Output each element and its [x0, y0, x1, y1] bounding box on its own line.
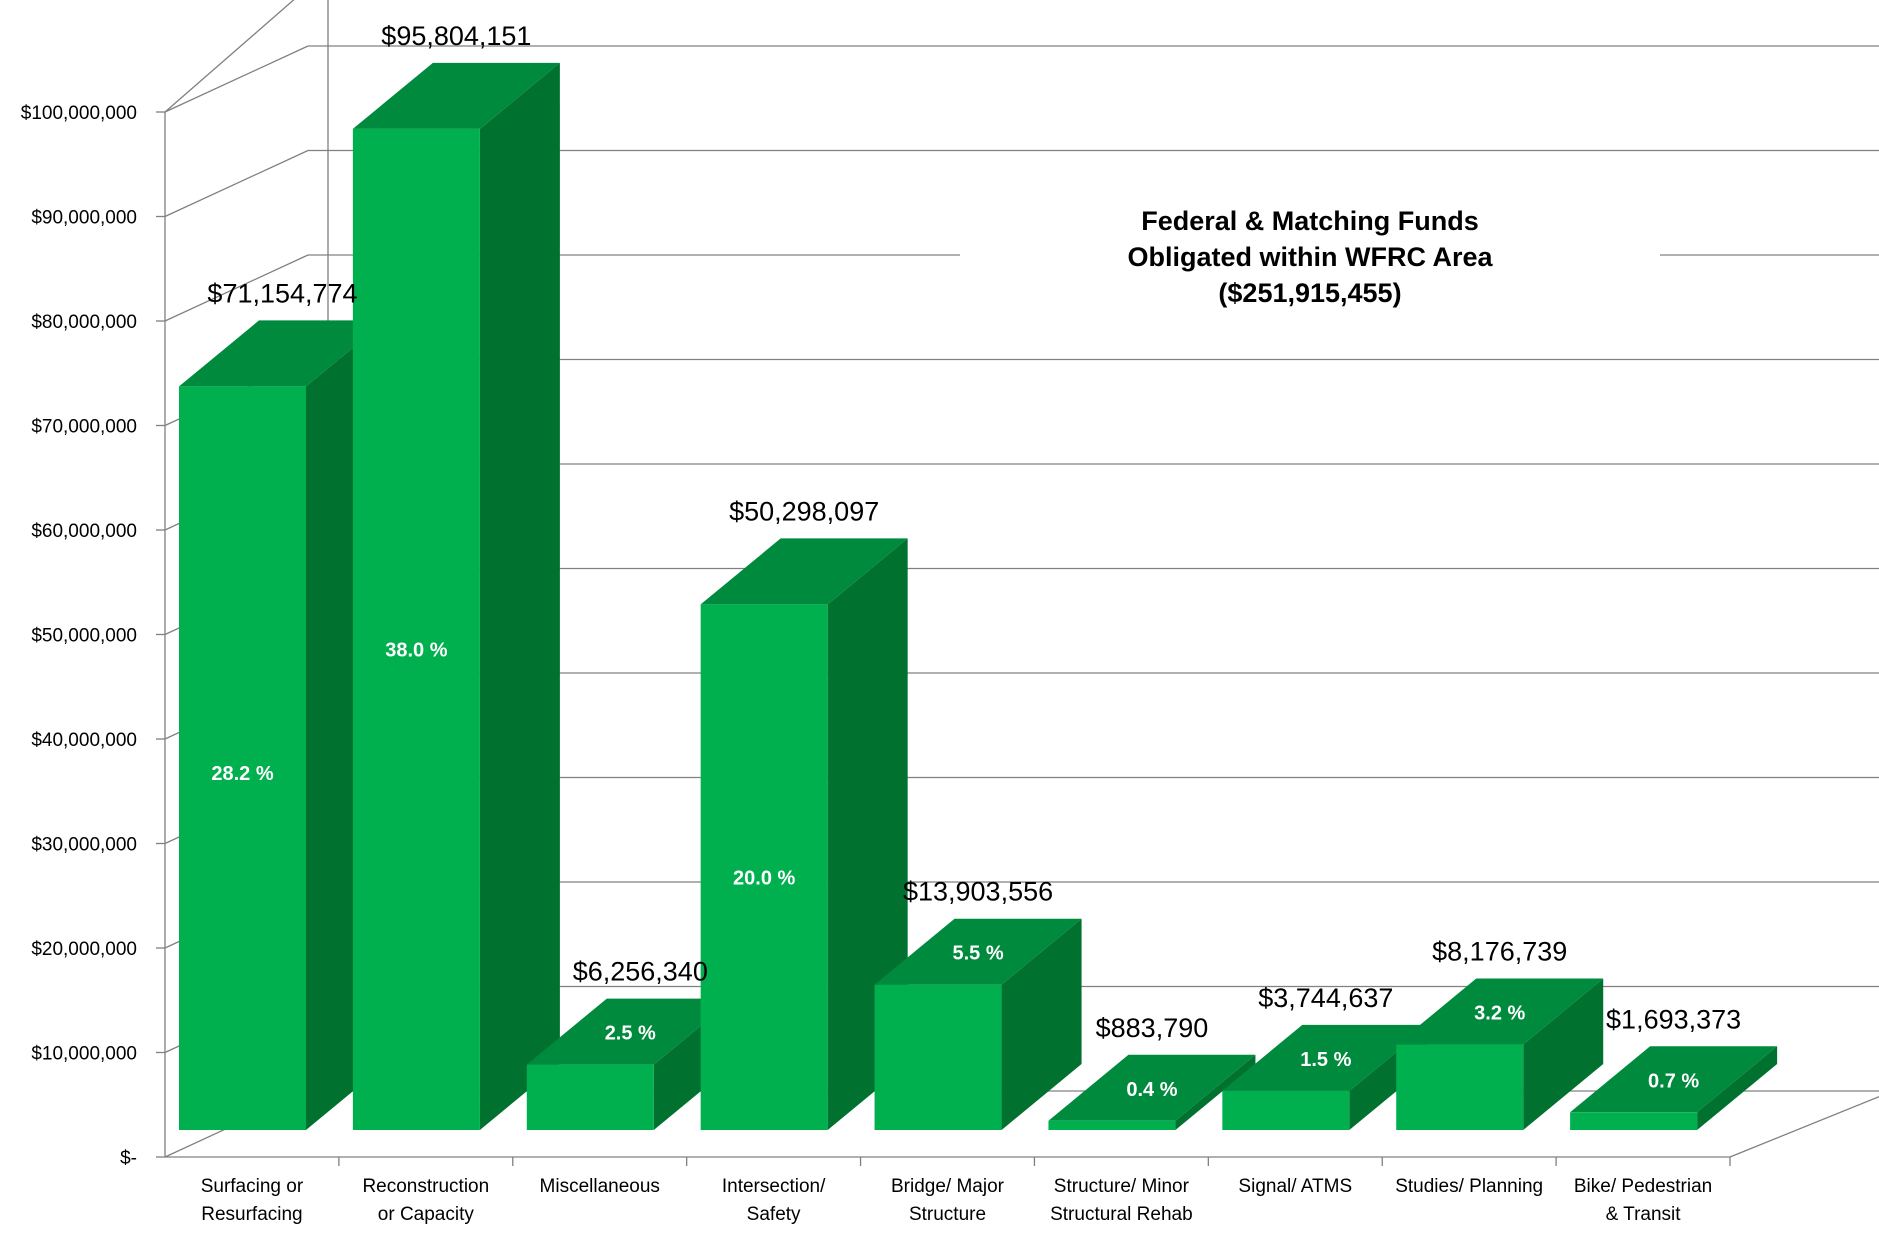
bar-top	[179, 320, 386, 387]
bar	[352, 128, 480, 1130]
bar	[700, 604, 828, 1130]
bar-top	[874, 918, 1082, 985]
value-label: $71,154,774	[207, 278, 357, 308]
percent-label: 28.2 %	[211, 763, 273, 785]
percent-label: 3.2 %	[1474, 1003, 1525, 1025]
bar-top	[700, 538, 908, 605]
bar-side	[479, 62, 560, 1130]
bar-side	[1175, 1054, 1256, 1130]
category-label: Structural Rehab	[1050, 1204, 1193, 1225]
bar-side	[1697, 1046, 1778, 1130]
bar	[1396, 1044, 1524, 1130]
percent-label: 20.0 %	[733, 868, 795, 890]
gridline-diagonal	[164, 254, 309, 322]
value-label: $8,176,739	[1432, 937, 1567, 967]
y-tick-label: $80,000,000	[31, 312, 137, 333]
y-tick-label: $50,000,000	[31, 626, 137, 647]
bar	[179, 386, 306, 1130]
percent-label: 0.7 %	[1648, 1070, 1699, 1092]
category-label: Intersection/	[722, 1176, 826, 1197]
y-tick-label: $100,000,000	[21, 103, 137, 124]
gridline-diagonal	[164, 149, 309, 218]
bar	[1570, 1112, 1698, 1130]
bar-top	[1570, 1046, 1778, 1113]
value-label: $13,903,556	[903, 877, 1053, 907]
bar-side	[1523, 978, 1604, 1130]
bar	[1222, 1090, 1350, 1130]
y-tick-label: $-	[120, 1148, 137, 1169]
bar-top	[1048, 1054, 1256, 1121]
y-tick-label: $70,000,000	[31, 417, 137, 438]
chart-title: Federal & Matching Funds Obligated withi…	[960, 200, 1660, 325]
bar-top	[1222, 1024, 1430, 1091]
value-label: $883,790	[1096, 1013, 1209, 1043]
category-label: Resurfacing	[201, 1204, 302, 1225]
y-tick-label: $30,000,000	[31, 835, 137, 856]
chart-title-line-1: Federal & Matching Funds	[1141, 206, 1479, 236]
y-tick-label: $90,000,000	[31, 208, 137, 229]
bar	[526, 1064, 654, 1130]
category-label: Bike/ Pedestrian	[1574, 1176, 1712, 1197]
category-label: Miscellaneous	[540, 1176, 660, 1197]
wall-top-edge	[164, 0, 295, 113]
chart-title-line-3: ($251,915,455)	[1218, 278, 1402, 308]
bar	[1048, 1120, 1176, 1130]
category-label: Safety	[747, 1204, 801, 1225]
category-label: & Transit	[1606, 1204, 1682, 1225]
category-label: Surfacing or	[201, 1176, 304, 1197]
category-label: Structure/ Minor	[1054, 1176, 1190, 1197]
category-label: Reconstruction	[362, 1176, 489, 1197]
bar-top	[352, 62, 560, 129]
percent-label: 1.5 %	[1300, 1049, 1351, 1071]
y-tick-label: $20,000,000	[31, 939, 137, 960]
category-label: Bridge/ Major	[891, 1176, 1005, 1197]
value-label: $3,744,637	[1258, 983, 1393, 1013]
floor-right-edge	[1729, 1095, 1879, 1158]
value-label: $95,804,151	[381, 21, 531, 51]
bars-layer	[179, 62, 1778, 1130]
percent-label: 0.4 %	[1126, 1079, 1177, 1101]
value-label: $50,298,097	[729, 496, 879, 526]
y-tick-label: $40,000,000	[31, 730, 137, 751]
bar-top	[1396, 978, 1604, 1045]
percent-label: 5.5 %	[952, 943, 1003, 965]
category-label: or Capacity	[378, 1204, 475, 1225]
gridline-diagonal	[164, 45, 309, 113]
percent-label: 2.5 %	[605, 1023, 656, 1045]
value-label: $1,693,373	[1606, 1004, 1741, 1034]
category-label: Structure	[909, 1204, 986, 1225]
category-label: Studies/ Planning	[1395, 1176, 1543, 1197]
value-label: $6,256,340	[573, 957, 708, 987]
bar	[874, 984, 1002, 1130]
axis-layer: $- $10,000,000 $20,000,000 $30,000,000 $40,0…	[21, 103, 1879, 1225]
y-tick-label: $60,000,000	[31, 521, 137, 542]
bar-top	[526, 998, 734, 1065]
bar-side	[1001, 918, 1082, 1130]
category-label: Signal/ ATMS	[1238, 1176, 1352, 1197]
percent-label: 38.0 %	[385, 639, 447, 661]
y-tick-label: $10,000,000	[31, 1044, 137, 1065]
labels-layer: $71,154,774 28.2 % $95,804,151 38.0 % $6,256…	[207, 21, 1741, 1101]
chart-title-line-2: Obligated within WFRC Area	[1127, 242, 1493, 272]
